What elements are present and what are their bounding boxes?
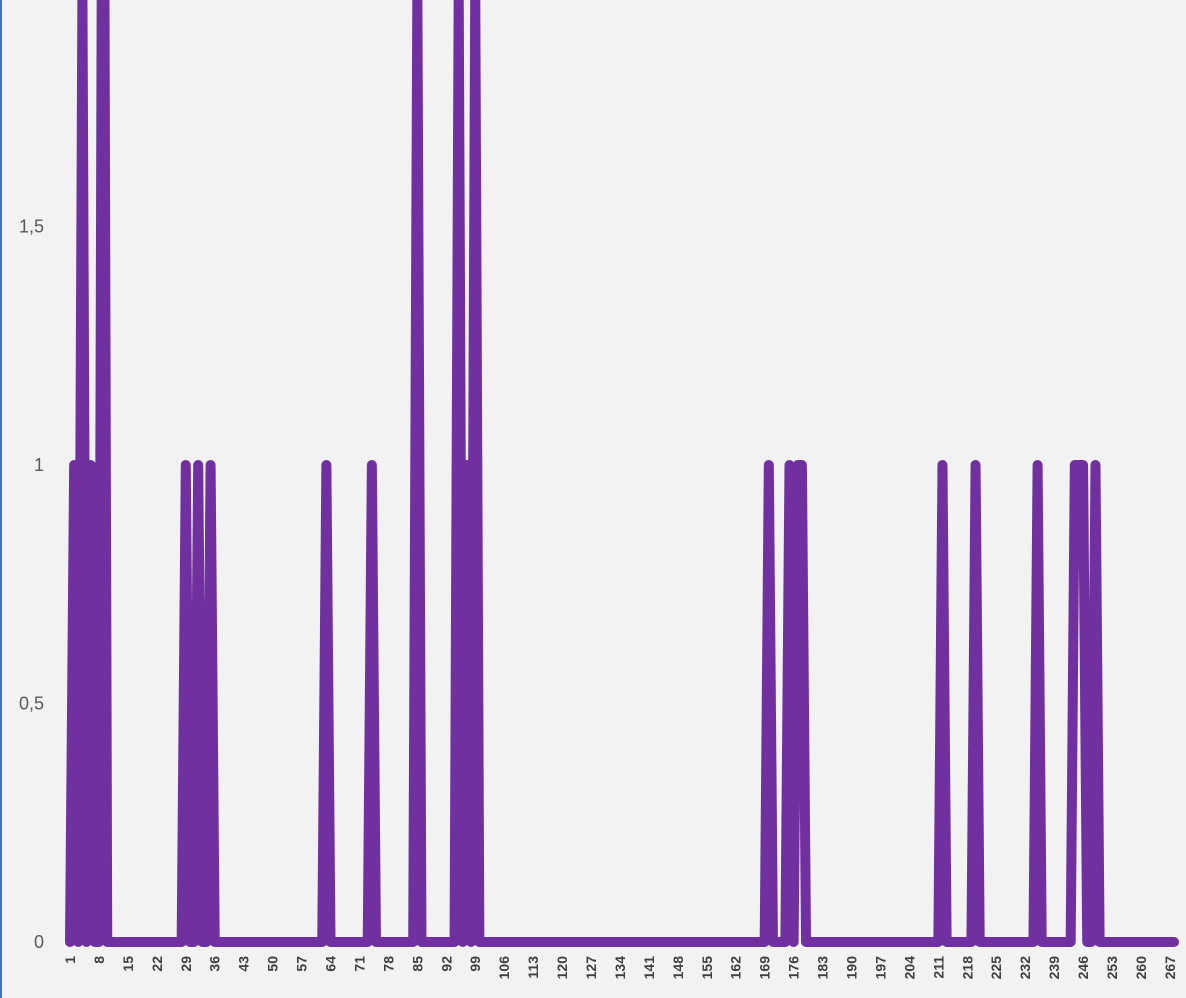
x-tick-label: 1 — [62, 956, 78, 964]
plot-area — [65, 0, 1180, 947]
x-tick-label: 134 — [612, 956, 628, 980]
x-tick-label: 29 — [178, 956, 194, 972]
x-tick-label: 15 — [120, 956, 136, 972]
x-tick-label: 197 — [872, 956, 888, 980]
x-tick-label: 8 — [91, 956, 107, 964]
y-tick-label: 1 — [34, 455, 44, 475]
x-tick-label: 64 — [323, 956, 339, 972]
x-axis: 1 8 15 22 29 36 43 50 57 64 71 78 85 92 99 106 113 120 127… — [62, 956, 1178, 980]
x-tick-label: 148 — [670, 956, 686, 980]
series-line — [65, 0, 1180, 947]
x-tick-label: 85 — [409, 956, 425, 972]
x-tick-label: 127 — [583, 956, 599, 980]
x-tick-label: 162 — [728, 956, 744, 980]
x-tick-label: 71 — [351, 956, 367, 972]
x-tick-label: 43 — [236, 956, 252, 972]
x-tick-label: 204 — [901, 956, 917, 980]
x-tick-label: 232 — [1017, 956, 1033, 980]
x-tick-label: 239 — [1046, 956, 1062, 980]
x-tick-label: 253 — [1104, 956, 1120, 980]
x-tick-label: 246 — [1075, 956, 1091, 980]
x-tick-label: 106 — [496, 956, 512, 980]
x-tick-label: 218 — [959, 956, 975, 980]
x-tick-label: 225 — [988, 956, 1004, 980]
x-tick-label: 99 — [467, 956, 483, 972]
x-tick-label: 36 — [207, 956, 223, 972]
x-tick-label: 211 — [930, 956, 946, 979]
x-tick-label: 169 — [757, 956, 773, 980]
y-axis: 00,511,522,533,5 — [19, 217, 44, 953]
x-tick-label: 190 — [844, 956, 860, 980]
x-tick-label: 141 — [641, 956, 657, 980]
x-tick-label: 260 — [1133, 956, 1149, 980]
x-tick-label: 113 — [525, 956, 541, 979]
x-tick-label: 50 — [265, 956, 281, 972]
y-tick-label: 1,5 — [19, 217, 44, 237]
x-tick-label: 183 — [815, 956, 831, 980]
x-tick-label: 22 — [149, 956, 165, 972]
x-tick-label: 267 — [1162, 956, 1178, 980]
x-tick-label: 57 — [294, 956, 310, 972]
x-tick-label: 92 — [438, 956, 454, 972]
y-tick-label: 0,5 — [19, 694, 44, 714]
x-tick-label: 155 — [699, 956, 715, 980]
x-tick-label: 176 — [786, 956, 802, 980]
x-tick-label: 78 — [380, 956, 396, 972]
y-tick-label: 0 — [34, 932, 44, 952]
x-tick-label: 120 — [554, 956, 570, 980]
